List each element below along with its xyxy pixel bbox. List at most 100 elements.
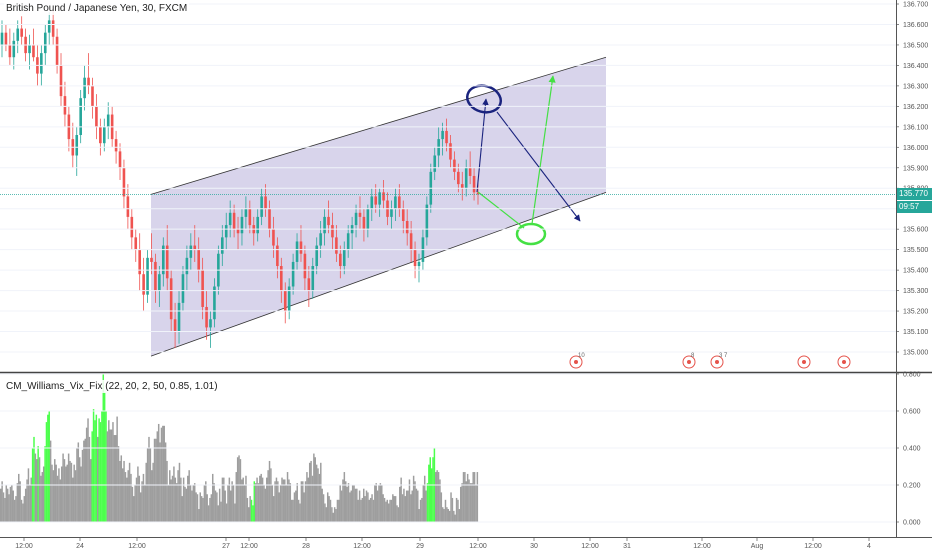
candle-body [366,208,370,230]
event-marker[interactable]: 10 [569,353,585,369]
vix-bar [94,420,96,522]
vix-bar [364,496,366,522]
vix-bar [313,453,315,522]
candle-body [63,96,67,115]
time-tick-label: 12:00 [581,543,599,550]
parallel-channel[interactable] [150,56,607,357]
event-marker-dot [842,360,846,364]
vix-bar [426,483,429,522]
vix-bar [112,422,114,522]
vix-bar [429,457,431,522]
vix-bar [88,436,91,522]
vix-bar [336,499,339,522]
vix-bar [297,499,300,522]
vix-bar [394,496,397,522]
event-marker-dot [715,360,719,364]
vix-bar [378,485,380,522]
vix-bar [151,470,153,522]
vix-bar [282,479,285,522]
indicator-title[interactable]: CM_Williams_Vix_Fix (22, 20, 2, 50, 0.85… [4,380,220,393]
vix-bar [371,494,373,522]
vix-bar [329,499,332,522]
vix-bar [392,494,394,522]
candle-body [342,249,346,267]
event-marker[interactable]: 3 7 [710,353,728,369]
vix-bar [221,477,224,522]
vix-bar [260,473,262,522]
vix-bar [206,494,208,522]
candle-body [280,266,283,291]
vix-bar [33,436,35,522]
vix-bar [296,483,298,522]
vix-bar [382,494,384,522]
event-marker[interactable] [837,355,851,369]
vix-bar [448,510,451,522]
vix-bar [422,485,425,522]
vix-bar [385,501,387,522]
vix-bar [300,481,303,522]
vix-bar [141,481,143,522]
price-tick-label: 136.200 [903,104,928,111]
vix-bar [65,466,67,522]
vix-bar [45,422,48,522]
vix-bar [279,485,282,522]
vix-bar [476,472,479,522]
vix-bar [67,453,70,522]
chart-title[interactable]: British Pound / Japanese Yen, 30, FXCM [4,2,190,15]
price-tick-label: 136.400 [903,63,928,70]
vix-bar [128,462,131,522]
candle-body [413,249,417,267]
vix-bar [5,485,8,522]
candle-body [47,20,51,33]
candle-body [154,261,157,291]
candle-body [303,253,307,279]
vix-bar [19,481,21,522]
vix-bar [246,497,249,522]
candle-body [382,192,385,201]
vix-bar [443,509,445,522]
event-marker[interactable]: 8 [682,353,696,369]
vix-bar [473,472,476,522]
vix-bar [257,483,260,522]
candle-body [8,44,12,58]
event-markers[interactable]: 10 8 3 7 [569,353,851,369]
vix-bar [99,422,102,522]
vix-bar [458,509,461,522]
vix-bar [340,490,343,522]
vix-bar [175,483,178,522]
vix-bar [325,507,328,522]
candle-body [130,216,134,238]
time-tick-label: 28 [302,543,310,550]
vix-bar [439,479,441,522]
vix-bar [170,479,172,522]
candle-body [441,130,444,140]
vix-bar [27,468,30,522]
vix-bar [227,485,229,522]
vix-bar [37,446,39,522]
vix-bar [145,462,147,522]
price-tick-label: 135.200 [903,309,928,316]
candle-body [43,32,47,54]
vix-bar [284,479,286,522]
indicator-tick-label: 0.200 [903,483,921,490]
drawings[interactable] [464,75,581,246]
event-marker-label: 10 [578,353,585,359]
channel-fill [151,57,606,357]
vix-bar [292,499,294,522]
vix-bar [0,488,2,522]
vix-bar [288,479,290,522]
vix-bar [117,446,120,522]
vix-bar [6,488,9,522]
event-marker[interactable] [797,355,811,369]
vix-bar [139,492,142,522]
candle-body [236,229,240,234]
time-tick-label: Aug [751,543,764,550]
vix-bar [209,497,211,522]
vix-bar [1,481,3,522]
vix-bar [195,492,197,522]
candle-body [75,135,79,156]
vix-bar [447,509,450,522]
vix-bar [223,477,225,522]
